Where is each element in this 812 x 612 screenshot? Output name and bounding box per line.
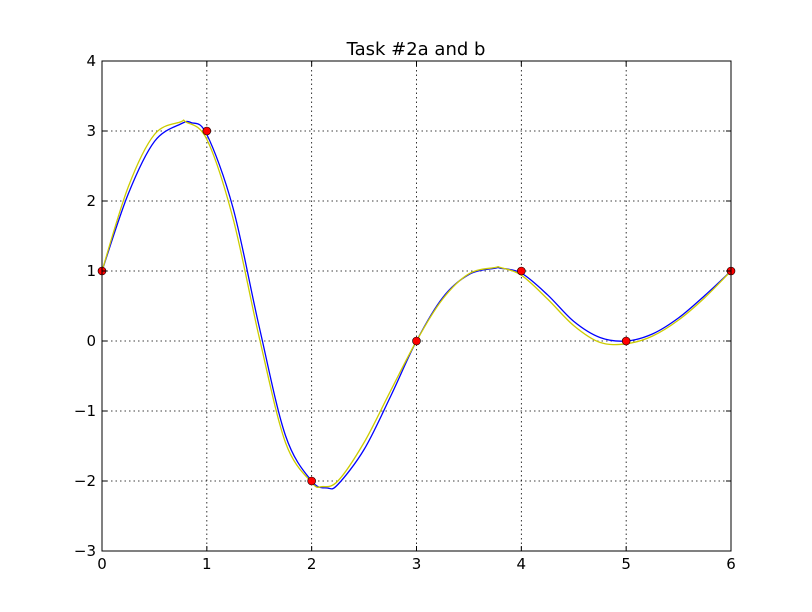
y-tick-label: −1 xyxy=(74,402,96,420)
data-points xyxy=(97,126,736,486)
y-tick-label: −3 xyxy=(74,542,96,560)
series-line-0 xyxy=(101,120,732,490)
axis-ticks: 0 1 2 3 4 5 6 −3 −2 −1 0 1 2 3 4 xyxy=(74,52,736,573)
y-tick-label: 3 xyxy=(86,122,96,140)
x-tick-label: 1 xyxy=(202,555,212,573)
x-tick-label: 6 xyxy=(726,555,736,573)
x-tick-label: 5 xyxy=(621,555,631,573)
data-point xyxy=(202,126,212,136)
y-tick-label: 4 xyxy=(86,52,96,70)
data-point xyxy=(307,476,316,486)
series-line-1 xyxy=(101,119,732,488)
y-tick-label: 0 xyxy=(86,332,96,350)
y-tick-label: −2 xyxy=(74,472,96,490)
y-tick-label: 1 xyxy=(86,262,96,280)
y-tick-label: 2 xyxy=(86,192,96,210)
data-point xyxy=(517,266,526,276)
data-point xyxy=(412,336,421,346)
x-tick-label: 2 xyxy=(307,555,317,573)
chart-title: Task #2a and b xyxy=(346,39,486,60)
x-tick-label: 0 xyxy=(97,555,107,573)
x-tick-label: 3 xyxy=(412,555,422,573)
x-tick-label: 4 xyxy=(517,555,527,573)
series-layer xyxy=(101,119,732,490)
data-point xyxy=(621,336,631,346)
